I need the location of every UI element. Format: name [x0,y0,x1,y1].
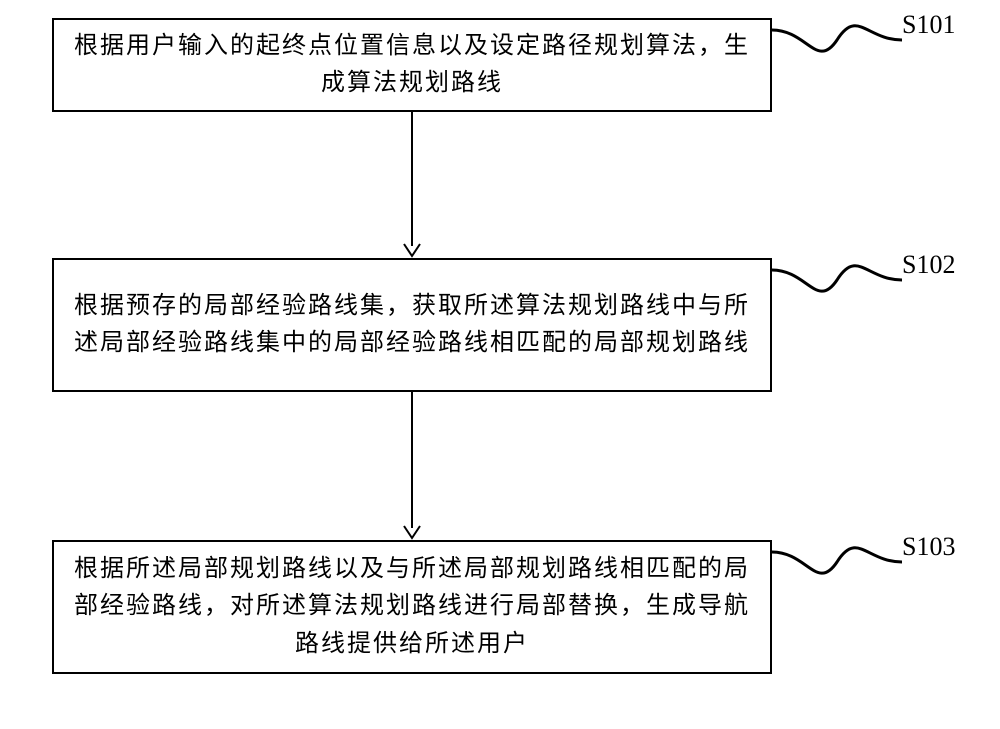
flowchart-canvas: 根据用户输入的起终点位置信息以及设定路径规划算法，生成算法规划路线 S101 根… [0,0,1000,729]
label-connector-s103 [772,522,902,592]
step-text: 根据预存的局部经验路线集，获取所述算法规划路线中与所述局部经验路线集中的局部经验… [72,288,752,362]
arrow-s101-to-s102 [400,112,424,260]
step-box-s103: 根据所述局部规划路线以及与所述局部规划路线相匹配的局部经验路线，对所述算法规划路… [52,540,772,674]
label-connector-s101 [772,0,902,70]
step-label-s101: S101 [902,10,955,40]
step-box-s102: 根据预存的局部经验路线集，获取所述算法规划路线中与所述局部经验路线集中的局部经验… [52,258,772,392]
arrow-s102-to-s103 [400,392,424,542]
step-box-s101: 根据用户输入的起终点位置信息以及设定路径规划算法，生成算法规划路线 [52,18,772,112]
step-text: 根据用户输入的起终点位置信息以及设定路径规划算法，生成算法规划路线 [72,28,752,102]
label-connector-s102 [772,240,902,310]
step-label-s103: S103 [902,532,955,562]
step-label-s102: S102 [902,250,955,280]
step-text: 根据所述局部规划路线以及与所述局部规划路线相匹配的局部经验路线，对所述算法规划路… [72,551,752,663]
